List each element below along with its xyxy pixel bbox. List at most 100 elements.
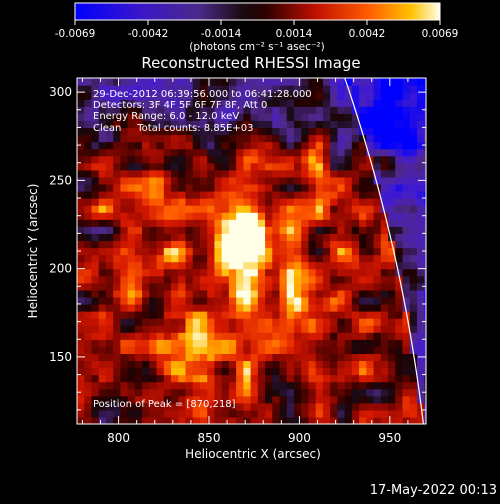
heatmap-cell — [416, 311, 425, 319]
heatmap-cell — [337, 247, 346, 256]
heatmap-cell — [337, 134, 346, 143]
heatmap-cell — [185, 219, 194, 227]
heatmap-cell — [330, 205, 338, 213]
heatmap-cell — [120, 92, 129, 100]
heatmap-cell — [388, 275, 396, 284]
heatmap-cell — [366, 219, 375, 227]
heatmap-cell — [308, 233, 317, 242]
heatmap-cell — [185, 360, 194, 369]
heatmap-cell — [366, 183, 375, 192]
heatmap-cell — [77, 367, 85, 376]
heatmap-cell — [366, 120, 375, 129]
heatmap-cell — [134, 360, 143, 369]
heatmap-cell — [156, 176, 165, 185]
heatmap-cell — [77, 339, 85, 347]
heatmap-cell — [265, 198, 273, 206]
heatmap-cell — [127, 374, 136, 383]
heatmap-cell — [424, 360, 426, 369]
heatmap-cell — [243, 332, 252, 340]
heatmap-cell — [243, 141, 252, 150]
heatmap-cell — [395, 311, 404, 319]
heatmap-cell — [171, 176, 179, 185]
annotation-block: 29-Dec-2012 06:39:56.000 to 06:41:28.000… — [93, 89, 312, 134]
heatmap-cell — [359, 268, 367, 277]
heatmap-cell — [192, 416, 201, 424]
heatmap-cell — [113, 311, 121, 319]
heatmap-cell — [322, 311, 331, 319]
heatmap-cell — [265, 395, 273, 404]
heatmap-cell — [91, 388, 100, 397]
heatmap-cell — [359, 367, 367, 376]
heatmap-cell — [286, 85, 295, 93]
heatmap-cell — [380, 205, 389, 213]
heatmap-cell — [156, 205, 165, 213]
annotation-line-counts: Clean Total counts: 8.85E+03 — [93, 123, 253, 134]
heatmap-cell — [286, 395, 295, 404]
heatmap-cell — [409, 289, 418, 298]
heatmap-cell — [250, 296, 259, 305]
heatmap-cell — [91, 198, 100, 206]
heatmap-cell — [185, 381, 194, 390]
heatmap-cell — [91, 205, 100, 213]
heatmap-cell — [156, 226, 165, 234]
heatmap-cell — [243, 212, 252, 220]
heatmap-cell — [127, 268, 136, 277]
heatmap-cell — [373, 85, 382, 93]
heatmap-cell — [366, 113, 375, 121]
heatmap-cell — [163, 205, 172, 213]
heatmap-cell — [388, 360, 396, 369]
heatmap-cell — [236, 141, 244, 150]
heatmap-cell — [424, 325, 426, 333]
heatmap-cell — [178, 416, 187, 424]
heatmap-cell — [265, 85, 273, 93]
heatmap-cell — [315, 254, 324, 263]
heatmap-cell — [344, 395, 353, 404]
heatmap-cell — [416, 226, 425, 234]
heatmap-cell — [236, 176, 244, 185]
heatmap-cell — [416, 183, 425, 192]
heatmap-cell — [134, 106, 143, 114]
heatmap-cell — [293, 325, 302, 333]
heatmap-cell — [265, 183, 273, 192]
heatmap-cell — [228, 353, 237, 362]
heatmap-cell — [113, 296, 121, 305]
heatmap-cell — [301, 78, 310, 86]
heatmap-cell — [409, 395, 418, 404]
heatmap-cell — [366, 339, 375, 347]
heatmap-cell — [301, 275, 310, 284]
heatmap-cell — [337, 353, 346, 362]
heatmap-cell — [330, 282, 338, 291]
heatmap-cell — [142, 226, 150, 234]
heatmap-cell — [265, 339, 273, 347]
heatmap-cell — [373, 332, 382, 340]
heatmap-cell — [185, 240, 194, 249]
heatmap-cell — [171, 339, 179, 347]
heatmap-cell — [388, 311, 396, 319]
heatmap-cell — [185, 226, 194, 234]
heatmap-cell — [156, 289, 165, 298]
heatmap-cell — [322, 296, 331, 305]
heatmap-cell — [84, 127, 93, 136]
heatmap-cell — [120, 113, 129, 121]
heatmap-cell — [250, 311, 259, 319]
heatmap-cell — [91, 296, 100, 305]
heatmap-cell — [149, 353, 158, 362]
heatmap-cell — [286, 325, 295, 333]
heatmap-cell — [91, 233, 100, 242]
heatmap-cell — [113, 113, 121, 121]
heatmap-cell — [257, 296, 266, 305]
heatmap-cell — [163, 233, 172, 242]
heatmap-cell — [279, 409, 288, 418]
heatmap-cell — [156, 113, 165, 121]
heatmap-cell — [315, 198, 324, 206]
heatmap-cell — [163, 226, 172, 234]
heatmap-cell — [337, 162, 346, 171]
heatmap-cell — [98, 402, 107, 411]
heatmap-cell — [395, 183, 404, 192]
heatmap-cell — [134, 282, 143, 291]
heatmap-cell — [105, 353, 114, 362]
heatmap-cell — [366, 416, 375, 424]
heatmap-cell — [149, 332, 158, 340]
heatmap-cell — [84, 176, 93, 185]
heatmap-cell — [105, 339, 114, 347]
